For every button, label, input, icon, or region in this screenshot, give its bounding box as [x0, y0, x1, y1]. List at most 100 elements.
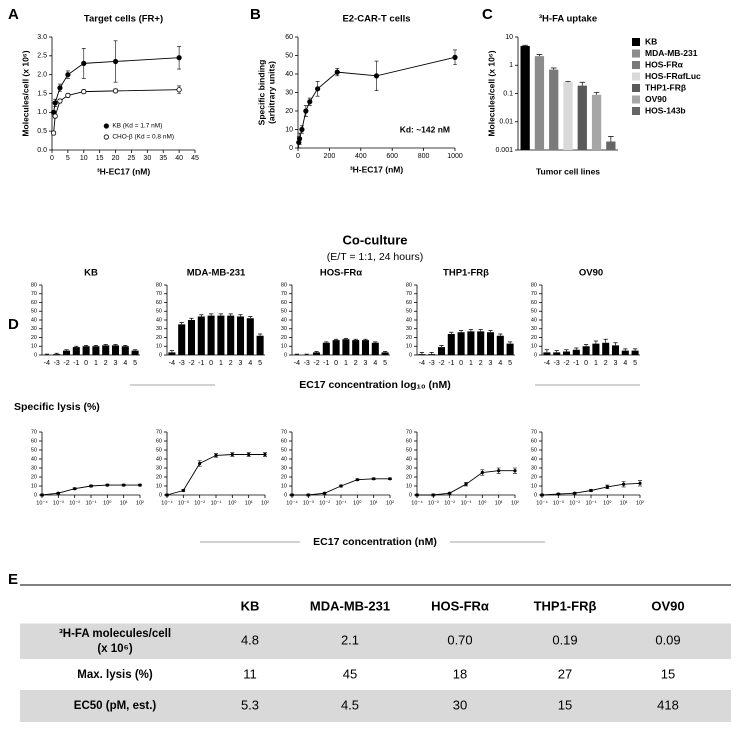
legend-label: THP1-FRβ: [645, 82, 686, 92]
y-axis-label: (arbitrary units): [266, 61, 276, 124]
bar: [549, 69, 559, 150]
y-tick-label: 10: [531, 344, 537, 350]
x-tick-label: 10⁻⁴: [411, 499, 423, 506]
y-tick-label: 0: [409, 352, 412, 358]
table-cell: 30: [453, 697, 467, 712]
y-tick-label: 0: [34, 352, 37, 358]
x-tick-label: 10⁻¹: [461, 500, 472, 506]
y-tick-label: 40: [531, 317, 537, 323]
error-bar: [54, 352, 59, 355]
bar: [207, 315, 215, 355]
x-tick-label: 10⁻⁴: [36, 499, 48, 506]
y-tick-label: 1.5: [37, 90, 47, 97]
y-tick-label: 40: [31, 317, 37, 323]
y-tick-label: 60: [531, 438, 537, 444]
y-tick-label: 10: [281, 483, 287, 489]
y-tick-label: 50: [31, 309, 37, 315]
x-tick-label: 3: [489, 360, 493, 367]
table-cell: 27: [558, 666, 572, 681]
marker: [112, 58, 119, 65]
x-tick-label: 10⁰: [103, 499, 112, 506]
error-bar: [608, 136, 614, 142]
y-tick-label: 40: [156, 456, 162, 462]
error-bar: [294, 353, 300, 355]
x-tick-label: 10²: [136, 500, 144, 506]
y-tick-label: 0: [284, 352, 287, 358]
d-xlabel-bars: EC17 concentration log₁₀ (nM): [299, 379, 450, 391]
bar: [562, 351, 571, 355]
x-tick-label: 15: [96, 155, 104, 162]
x-tick-label: 0: [50, 155, 54, 162]
bar: [62, 350, 71, 355]
co-culture-subtitle: (E/T = 1:1, 24 hours): [327, 251, 423, 263]
marker: [334, 69, 340, 75]
bar: [246, 318, 254, 355]
y-tick-label: 60: [156, 438, 162, 444]
y-tick-label: 70: [406, 291, 412, 297]
marker: [339, 484, 343, 488]
bar: [418, 354, 426, 355]
x-tick-label: 5: [133, 360, 137, 367]
x-tick-label: 25: [128, 155, 136, 162]
bar: [332, 340, 340, 355]
x-tick-label: 10²: [636, 500, 644, 506]
y-tick-label: 1.0: [37, 109, 47, 116]
y-tick-label: 40: [406, 456, 412, 462]
x-tick-label: 10⁻²: [319, 500, 330, 506]
x-tick-label: 0: [84, 360, 88, 367]
y-axis-label: Molecules/cell (x 10⁶): [486, 50, 496, 136]
marker: [296, 136, 303, 142]
y-tick-label: 2.5: [37, 53, 47, 60]
x-tick-label: 10²: [261, 500, 269, 506]
x-tick-label: 3: [364, 360, 368, 367]
bar: [322, 342, 330, 355]
x-tick-label: 1: [469, 360, 473, 367]
y-tick-label: 50: [281, 447, 287, 453]
error-bar: [550, 67, 557, 70]
error-bar: [382, 351, 388, 353]
table-cell: 45: [343, 666, 357, 681]
x-tick-label: -1: [573, 360, 579, 367]
x-tick-label: 10¹: [495, 500, 503, 506]
marker: [50, 130, 57, 136]
x-tick-label: -1: [323, 360, 329, 367]
x-tick-label: 10⁰: [353, 499, 362, 506]
panel-letter: E: [8, 571, 18, 588]
table-cell: 15: [558, 697, 572, 712]
x-tick-label: 10⁻¹: [86, 500, 97, 506]
error-bar: [613, 342, 618, 346]
x-tick-label: -4: [419, 360, 425, 367]
y-tick-label: 20: [531, 335, 537, 341]
x-tick-label: 10⁻²: [194, 500, 205, 506]
error-bar: [218, 313, 224, 316]
x-tick-label: -4: [294, 360, 300, 367]
bar: [506, 343, 514, 355]
marker: [263, 452, 267, 457]
y-tick-label: 40: [156, 317, 162, 323]
marker: [315, 86, 321, 92]
y-tick-label: 10: [406, 483, 412, 489]
chart-title: KB: [84, 268, 98, 279]
y-tick-label: 70: [281, 429, 287, 435]
y-tick-label: 70: [31, 291, 37, 297]
error-bar: [574, 347, 579, 350]
table-cell: 0.70: [447, 632, 472, 647]
legend-swatch: [632, 84, 640, 92]
x-tick-label: 10⁰: [228, 499, 237, 506]
y-tick-label: 50: [531, 309, 537, 315]
marker: [112, 88, 119, 94]
x-tick-label: 0: [584, 360, 588, 367]
y-tick-label: 40: [285, 71, 293, 78]
marker: [589, 488, 593, 493]
marker: [513, 469, 517, 473]
table-cell: 2.1: [341, 632, 359, 647]
y-tick-label: 40: [281, 317, 287, 323]
legend-swatch: [632, 107, 640, 115]
bar: [437, 347, 446, 355]
y-tick-label: 50: [31, 447, 37, 453]
error-bar: [314, 351, 319, 353]
error-bar: [498, 333, 503, 336]
legend-swatch: [632, 38, 640, 46]
table-cell: 11: [243, 666, 257, 681]
